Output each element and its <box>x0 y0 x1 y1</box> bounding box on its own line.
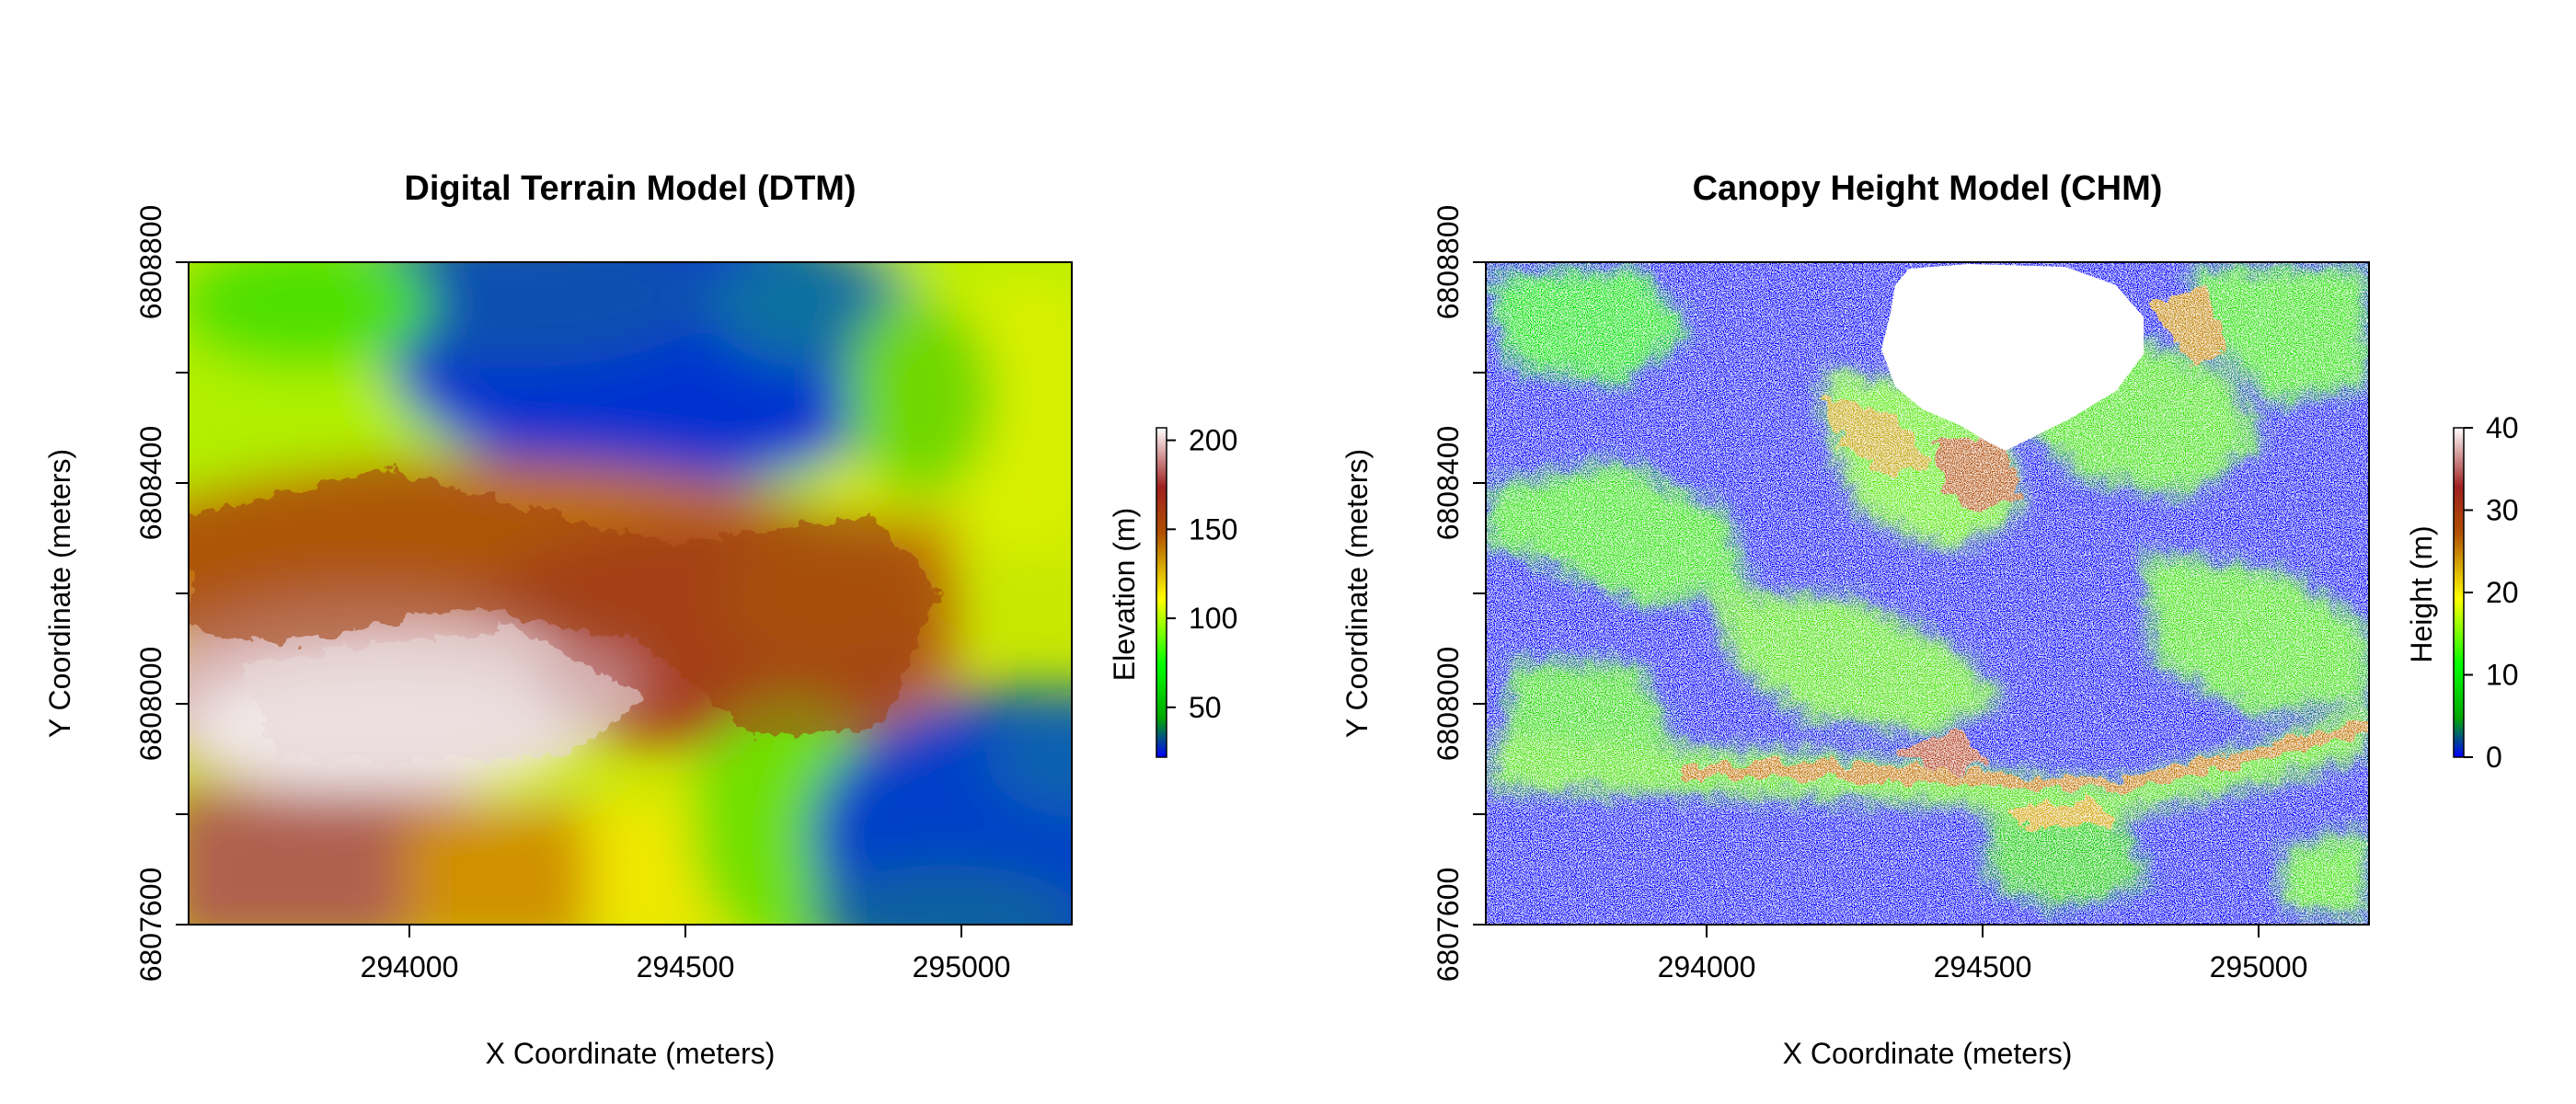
dtm-colorbar: 50 100 150 200 Elevation (m) <box>1108 424 1237 758</box>
chm-colorbar-label: Height (m) <box>2405 525 2438 662</box>
chm-y-axis-title: Y Coordinate (meters) <box>1340 449 1374 738</box>
dtm-x-axis: 294000 294500 295000 <box>361 925 1011 983</box>
dtm-colorbar-label: Elevation (m) <box>1108 508 1141 682</box>
y-tick-label: 6808800 <box>1432 205 1465 320</box>
y-tick-label: 6807600 <box>1432 868 1465 983</box>
chm-x-axis-title: X Coordinate (meters) <box>1783 1037 2073 1070</box>
y-tick-label: 6808000 <box>134 647 167 762</box>
chm-panel: Canopy Height Model (CHM) <box>1340 169 2519 1070</box>
chm-title: Canopy Height Model (CHM) <box>1693 169 2163 208</box>
x-tick-label: 294500 <box>637 950 735 983</box>
dtm-y-axis-title: Y Coordinate (meters) <box>43 449 76 738</box>
y-tick-label: 6807600 <box>134 868 167 983</box>
chm-colorbar: 0 10 20 30 40 Height (m) <box>2405 411 2519 774</box>
chm-raster <box>1486 262 2369 925</box>
colorbar-tick-label: 100 <box>1189 602 1237 635</box>
dtm-colorbar-ticks: 50 100 150 200 <box>1167 424 1237 724</box>
x-tick-label: 294000 <box>361 950 459 983</box>
dtm-title: Digital Terrain Model (DTM) <box>404 169 856 208</box>
y-tick-label: 6808800 <box>134 205 167 320</box>
chm-x-axis: 294000 294500 295000 <box>1658 925 2308 983</box>
dtm-panel: Digital Terrain Model (DTM) <box>43 169 1237 1070</box>
x-tick-label: 294500 <box>1934 950 2032 983</box>
dtm-raster <box>189 262 1072 925</box>
chm-colorbar-ramp <box>2453 427 2465 758</box>
dtm-x-axis-title: X Coordinate (meters) <box>486 1037 776 1070</box>
colorbar-tick-label: 150 <box>1189 512 1237 546</box>
chm-lake-nodata <box>1881 264 2144 451</box>
y-tick-label: 6808000 <box>1432 647 1465 762</box>
colorbar-tick-label: 20 <box>2486 576 2519 609</box>
dtm-y-axis: 6807600 6808000 6808400 6808800 <box>134 205 189 983</box>
y-tick-label: 6808400 <box>134 426 167 541</box>
dtm-colorbar-ramp <box>1156 427 1167 758</box>
colorbar-tick-label: 0 <box>2486 741 2502 774</box>
chm-colorbar-ticks: 0 10 20 30 40 <box>2464 411 2519 774</box>
x-tick-label: 295000 <box>2210 950 2308 983</box>
x-tick-label: 294000 <box>1658 950 1756 983</box>
chm-y-axis: 6807600 6808000 6808400 6808800 <box>1432 205 1486 983</box>
colorbar-tick-label: 10 <box>2486 659 2519 692</box>
colorbar-tick-label: 200 <box>1189 424 1237 457</box>
colorbar-tick-label: 50 <box>1189 691 1222 724</box>
colorbar-tick-label: 30 <box>2486 494 2519 527</box>
colorbar-tick-label: 40 <box>2486 411 2519 444</box>
x-tick-label: 295000 <box>913 950 1011 983</box>
y-tick-label: 6808400 <box>1432 426 1465 541</box>
